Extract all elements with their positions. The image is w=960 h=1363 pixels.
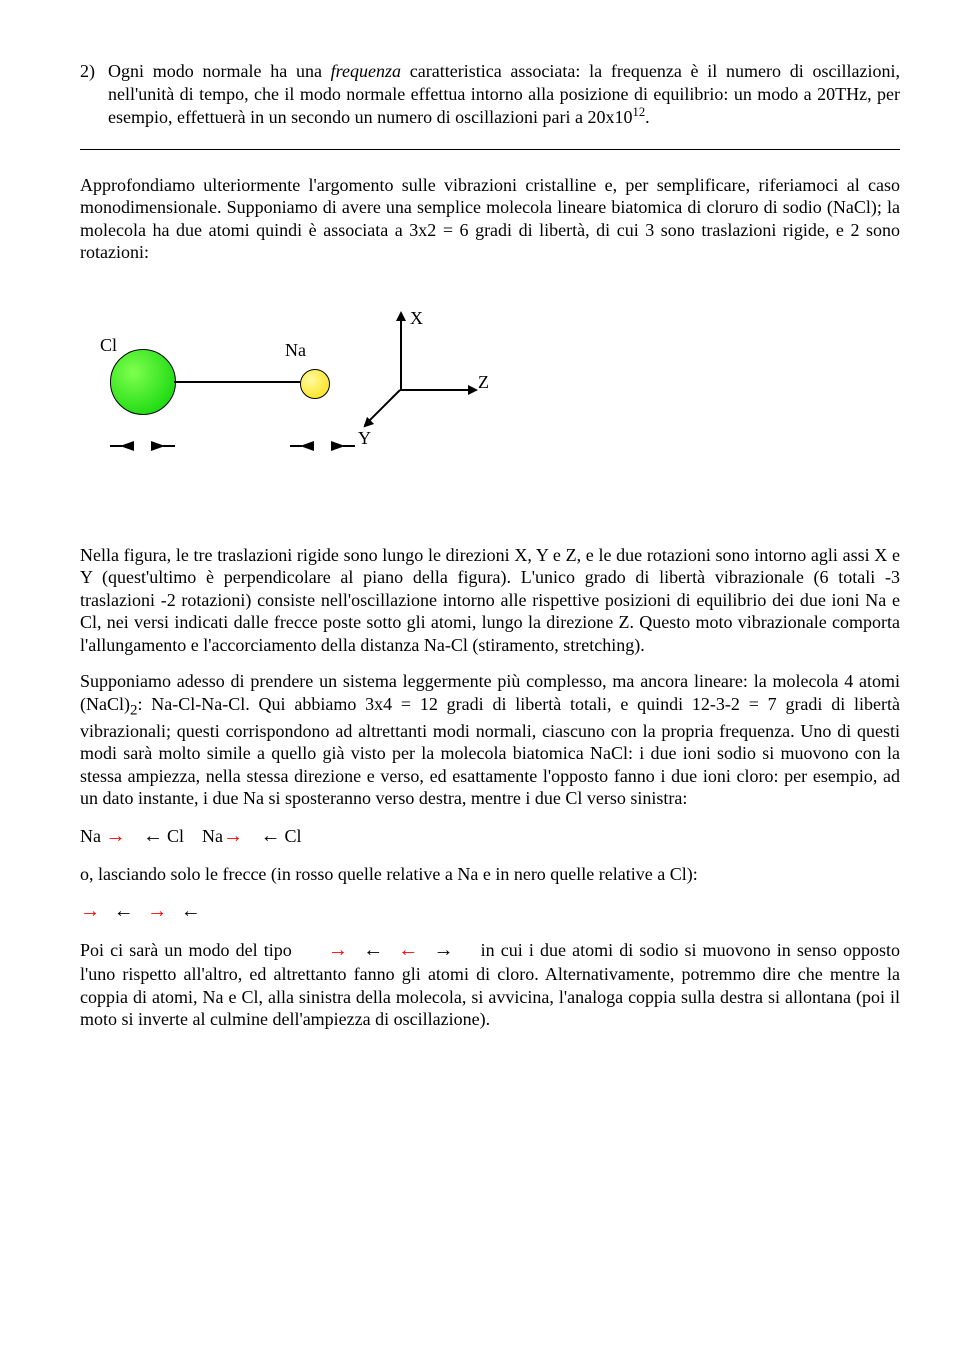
- cl-atom-icon: [110, 349, 176, 415]
- separator: [80, 149, 900, 150]
- arrow-left-icon: ←: [181, 900, 205, 922]
- paragraph: Supponiamo adesso di prendere un sistema…: [80, 670, 900, 810]
- item-number: 2): [80, 60, 108, 129]
- arrow-right-icon: →: [80, 900, 104, 922]
- bond-line: [174, 381, 300, 383]
- cl-label: Cl: [100, 334, 117, 357]
- paragraph: Nella figura, le tre traslazioni rigide …: [80, 544, 900, 657]
- arrow-right-icon: →: [433, 939, 457, 961]
- text: .: [645, 107, 650, 127]
- superscript: 12: [633, 105, 646, 119]
- na-label: Na: [285, 339, 306, 362]
- arrow-right-icon: →: [328, 939, 352, 961]
- na-text: Na: [202, 826, 223, 846]
- arrow-right-icon: →: [223, 825, 247, 847]
- cl-text: Cl: [285, 826, 302, 846]
- paragraph: Poi ci sarà un modo del tipo → ← ← → in …: [80, 938, 900, 1031]
- na-arrows-icon: [292, 434, 353, 457]
- arrow-sequence-2: → ← ← →: [328, 939, 469, 961]
- arrow-text-line: Na → ←Cl Na→ ←Cl: [80, 824, 900, 849]
- arrow-left-icon: ←: [143, 825, 167, 847]
- paragraph: o, lasciando solo le frecce (in rosso qu…: [80, 863, 900, 886]
- arrow-left-icon: ←: [398, 939, 422, 961]
- arrow-right-icon: →: [147, 900, 171, 922]
- z-axis-label: Z: [478, 371, 489, 394]
- x-axis-label: X: [410, 307, 423, 330]
- arrow-right-icon: →: [106, 825, 130, 847]
- text-italic: frequenza: [331, 61, 401, 81]
- item-text: Ogni modo normale ha una frequenza carat…: [108, 60, 900, 129]
- cl-arrows-icon: [112, 434, 173, 457]
- na-text: Na: [80, 826, 101, 846]
- na-atom-icon: [300, 369, 330, 399]
- text: Poi ci sarà un modo del tipo: [80, 940, 292, 960]
- y-axis-label: Y: [358, 427, 371, 450]
- arrow-left-icon: ←: [114, 900, 138, 922]
- arrow-left-icon: ←: [363, 939, 387, 961]
- paragraph: Approfondiamo ulteriormente l'argomento …: [80, 174, 900, 264]
- arrow-sequence-1: → ← → ←: [80, 899, 900, 924]
- text: : Na-Cl-Na-Cl. Qui abbiamo 3x4 = 12 grad…: [80, 694, 900, 809]
- list-item-2: 2) Ogni modo normale ha una frequenza ca…: [80, 60, 900, 129]
- text: Ogni modo normale ha una: [108, 61, 331, 81]
- cl-text: Cl: [167, 826, 184, 846]
- arrow-left-icon: ←: [261, 825, 285, 847]
- molecule-diagram: Cl Na X Z Y: [100, 294, 500, 504]
